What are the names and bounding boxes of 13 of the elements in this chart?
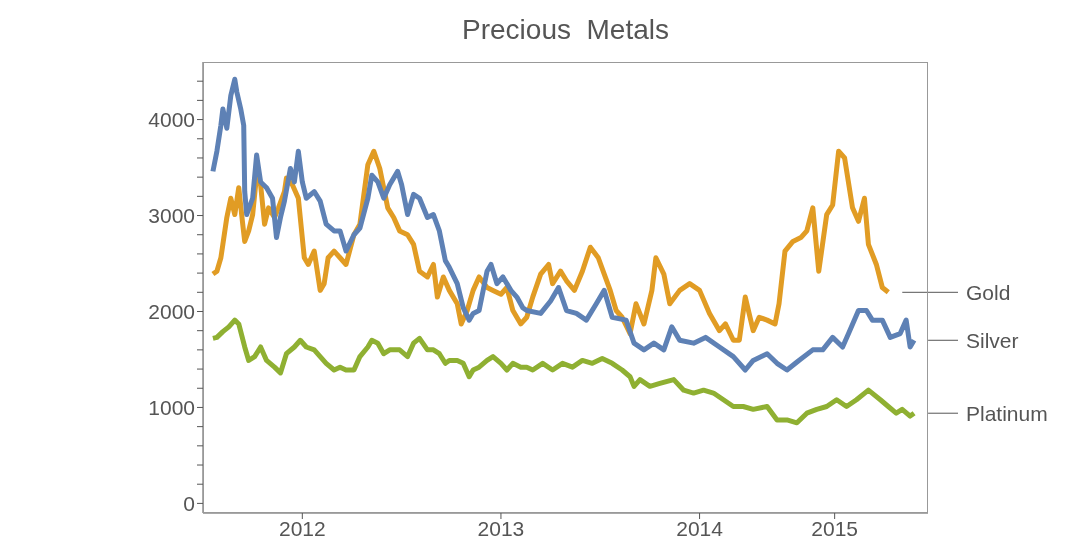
y-tick-label: 0 <box>183 491 195 515</box>
y-tick-label: 2000 <box>148 299 195 323</box>
text: Platinum <box>966 401 1048 425</box>
text: Gold <box>966 280 1011 304</box>
x-tick-label: 2013 <box>477 516 525 540</box>
x-tick-label: 2014 <box>676 516 724 540</box>
y-tick-label: 3000 <box>148 203 195 227</box>
y-tick-label: 1000 <box>148 395 195 419</box>
chart-title: Precious Metals <box>461 14 670 46</box>
x-tick-label: 2012 <box>278 516 326 540</box>
text: Silver <box>966 328 1019 352</box>
y-tick-label: 4000 <box>148 108 195 132</box>
x-tick-label: 2015 <box>811 516 858 540</box>
